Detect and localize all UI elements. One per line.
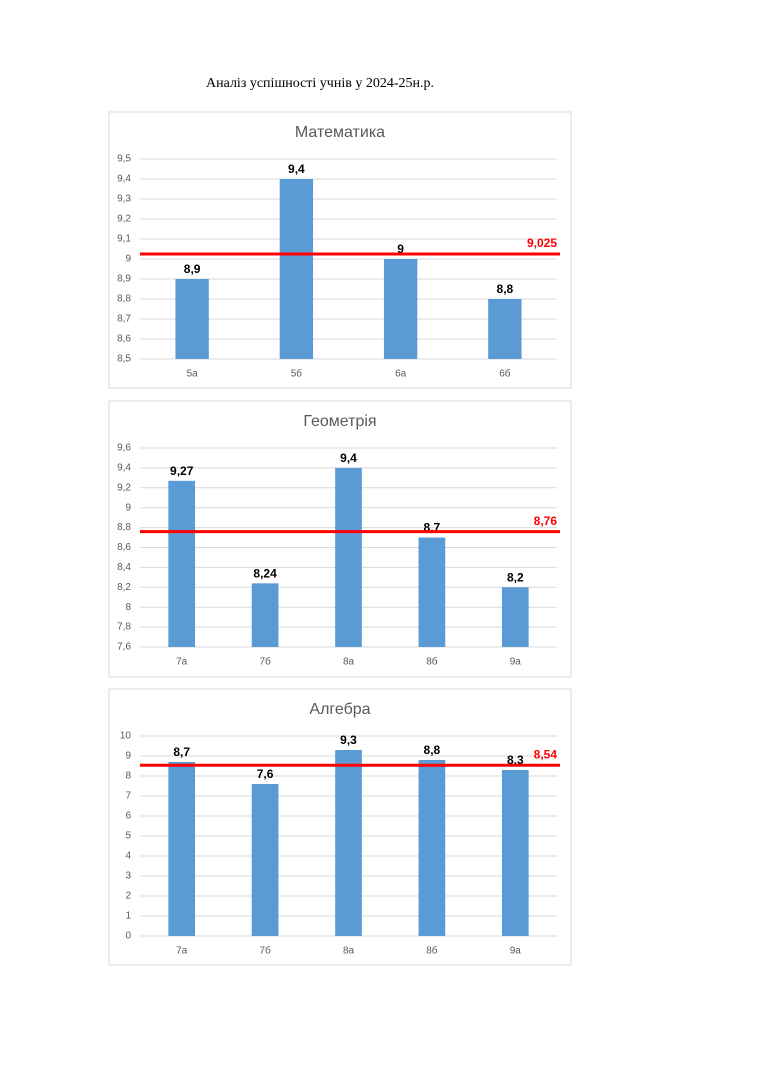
value-label: 9,4 (340, 451, 357, 465)
x-tick-label: 8а (343, 946, 355, 957)
y-tick-label: 5 (125, 831, 131, 842)
y-tick-label: 8,2 (117, 582, 131, 593)
chart-title: Алгебра (309, 701, 370, 718)
bar (279, 179, 314, 359)
x-tick-label: 7а (176, 946, 188, 957)
y-tick-label: 7,6 (117, 642, 131, 653)
bar (168, 480, 196, 647)
x-tick-label: 9а (510, 657, 522, 668)
x-tick-label: 5а (187, 369, 199, 380)
bar (168, 762, 196, 936)
y-tick-label: 9,2 (117, 482, 131, 493)
value-label: 8,7 (173, 745, 190, 759)
bar (501, 587, 529, 647)
y-tick-label: 9 (125, 751, 131, 762)
y-tick-label: 8 (125, 771, 131, 782)
y-tick-label: 3 (125, 871, 131, 882)
y-tick-label: 7 (125, 791, 131, 802)
x-tick-label: 8б (426, 945, 438, 957)
y-tick-label: 8,8 (117, 522, 131, 533)
y-tick-label: 9,4 (117, 174, 131, 185)
y-tick-label: 8,6 (117, 542, 131, 553)
y-tick-label: 0 (125, 931, 131, 942)
value-label: 8,3 (507, 753, 524, 767)
y-tick-label: 10 (120, 731, 132, 742)
bar (501, 770, 529, 936)
y-tick-label: 1 (125, 911, 131, 922)
y-tick-label: 2 (125, 891, 131, 902)
bar (418, 537, 446, 647)
y-tick-label: 9 (125, 254, 131, 265)
value-label: 8,8 (497, 282, 514, 296)
value-label: 7,6 (257, 767, 274, 781)
y-tick-label: 9,3 (117, 194, 131, 205)
bar (418, 760, 446, 936)
average-label: 8,54 (534, 747, 558, 761)
y-tick-label: 9,1 (117, 234, 131, 245)
average-label: 8,76 (534, 514, 558, 528)
bar (383, 259, 418, 359)
value-label: 9,4 (288, 162, 305, 176)
x-tick-label: 7а (176, 657, 188, 668)
y-tick-label: 8,6 (117, 334, 131, 345)
x-tick-label: 8б (426, 656, 438, 668)
bar (175, 279, 209, 359)
x-tick-label: 7б (259, 656, 271, 668)
bar (251, 583, 279, 647)
y-tick-label: 8,9 (117, 274, 131, 285)
value-label: 8,2 (507, 570, 524, 584)
y-tick-label: 8 (125, 602, 131, 613)
y-tick-label: 9,5 (117, 154, 131, 165)
value-label: 9 (397, 242, 404, 256)
y-tick-label: 6 (125, 811, 131, 822)
y-tick-label: 8,8 (117, 294, 131, 305)
chart-title: Геометрія (303, 413, 376, 430)
x-tick-label: 6б (499, 368, 511, 380)
x-tick-label: 5б (291, 368, 303, 380)
x-tick-label: 6а (395, 369, 407, 380)
bar (488, 299, 522, 359)
y-tick-label: 4 (125, 851, 131, 862)
y-tick-label: 8,5 (117, 354, 131, 365)
average-label: 9,025 (527, 236, 557, 250)
x-tick-label: 7б (259, 945, 271, 957)
chart-title: Математика (295, 124, 385, 141)
page-title: Аналіз успішності учнів у 2024-25н.р. (206, 76, 434, 91)
y-tick-label: 8,7 (117, 314, 131, 325)
x-tick-label: 8а (343, 657, 355, 668)
value-label: 8,8 (424, 743, 441, 757)
value-label: 8,9 (184, 262, 201, 276)
y-tick-label: 7,8 (117, 622, 131, 633)
value-label: 8,24 (253, 566, 277, 580)
bar (335, 750, 362, 936)
y-tick-label: 9,4 (117, 463, 131, 474)
x-tick-label: 9а (510, 946, 522, 957)
value-label: 9,3 (340, 733, 357, 747)
y-tick-label: 9,2 (117, 214, 131, 225)
y-tick-label: 9 (125, 502, 131, 513)
y-tick-label: 9,6 (117, 443, 131, 454)
y-tick-label: 8,4 (117, 562, 131, 573)
bar (335, 467, 362, 647)
bar (251, 784, 279, 936)
value-label: 9,27 (170, 464, 194, 478)
